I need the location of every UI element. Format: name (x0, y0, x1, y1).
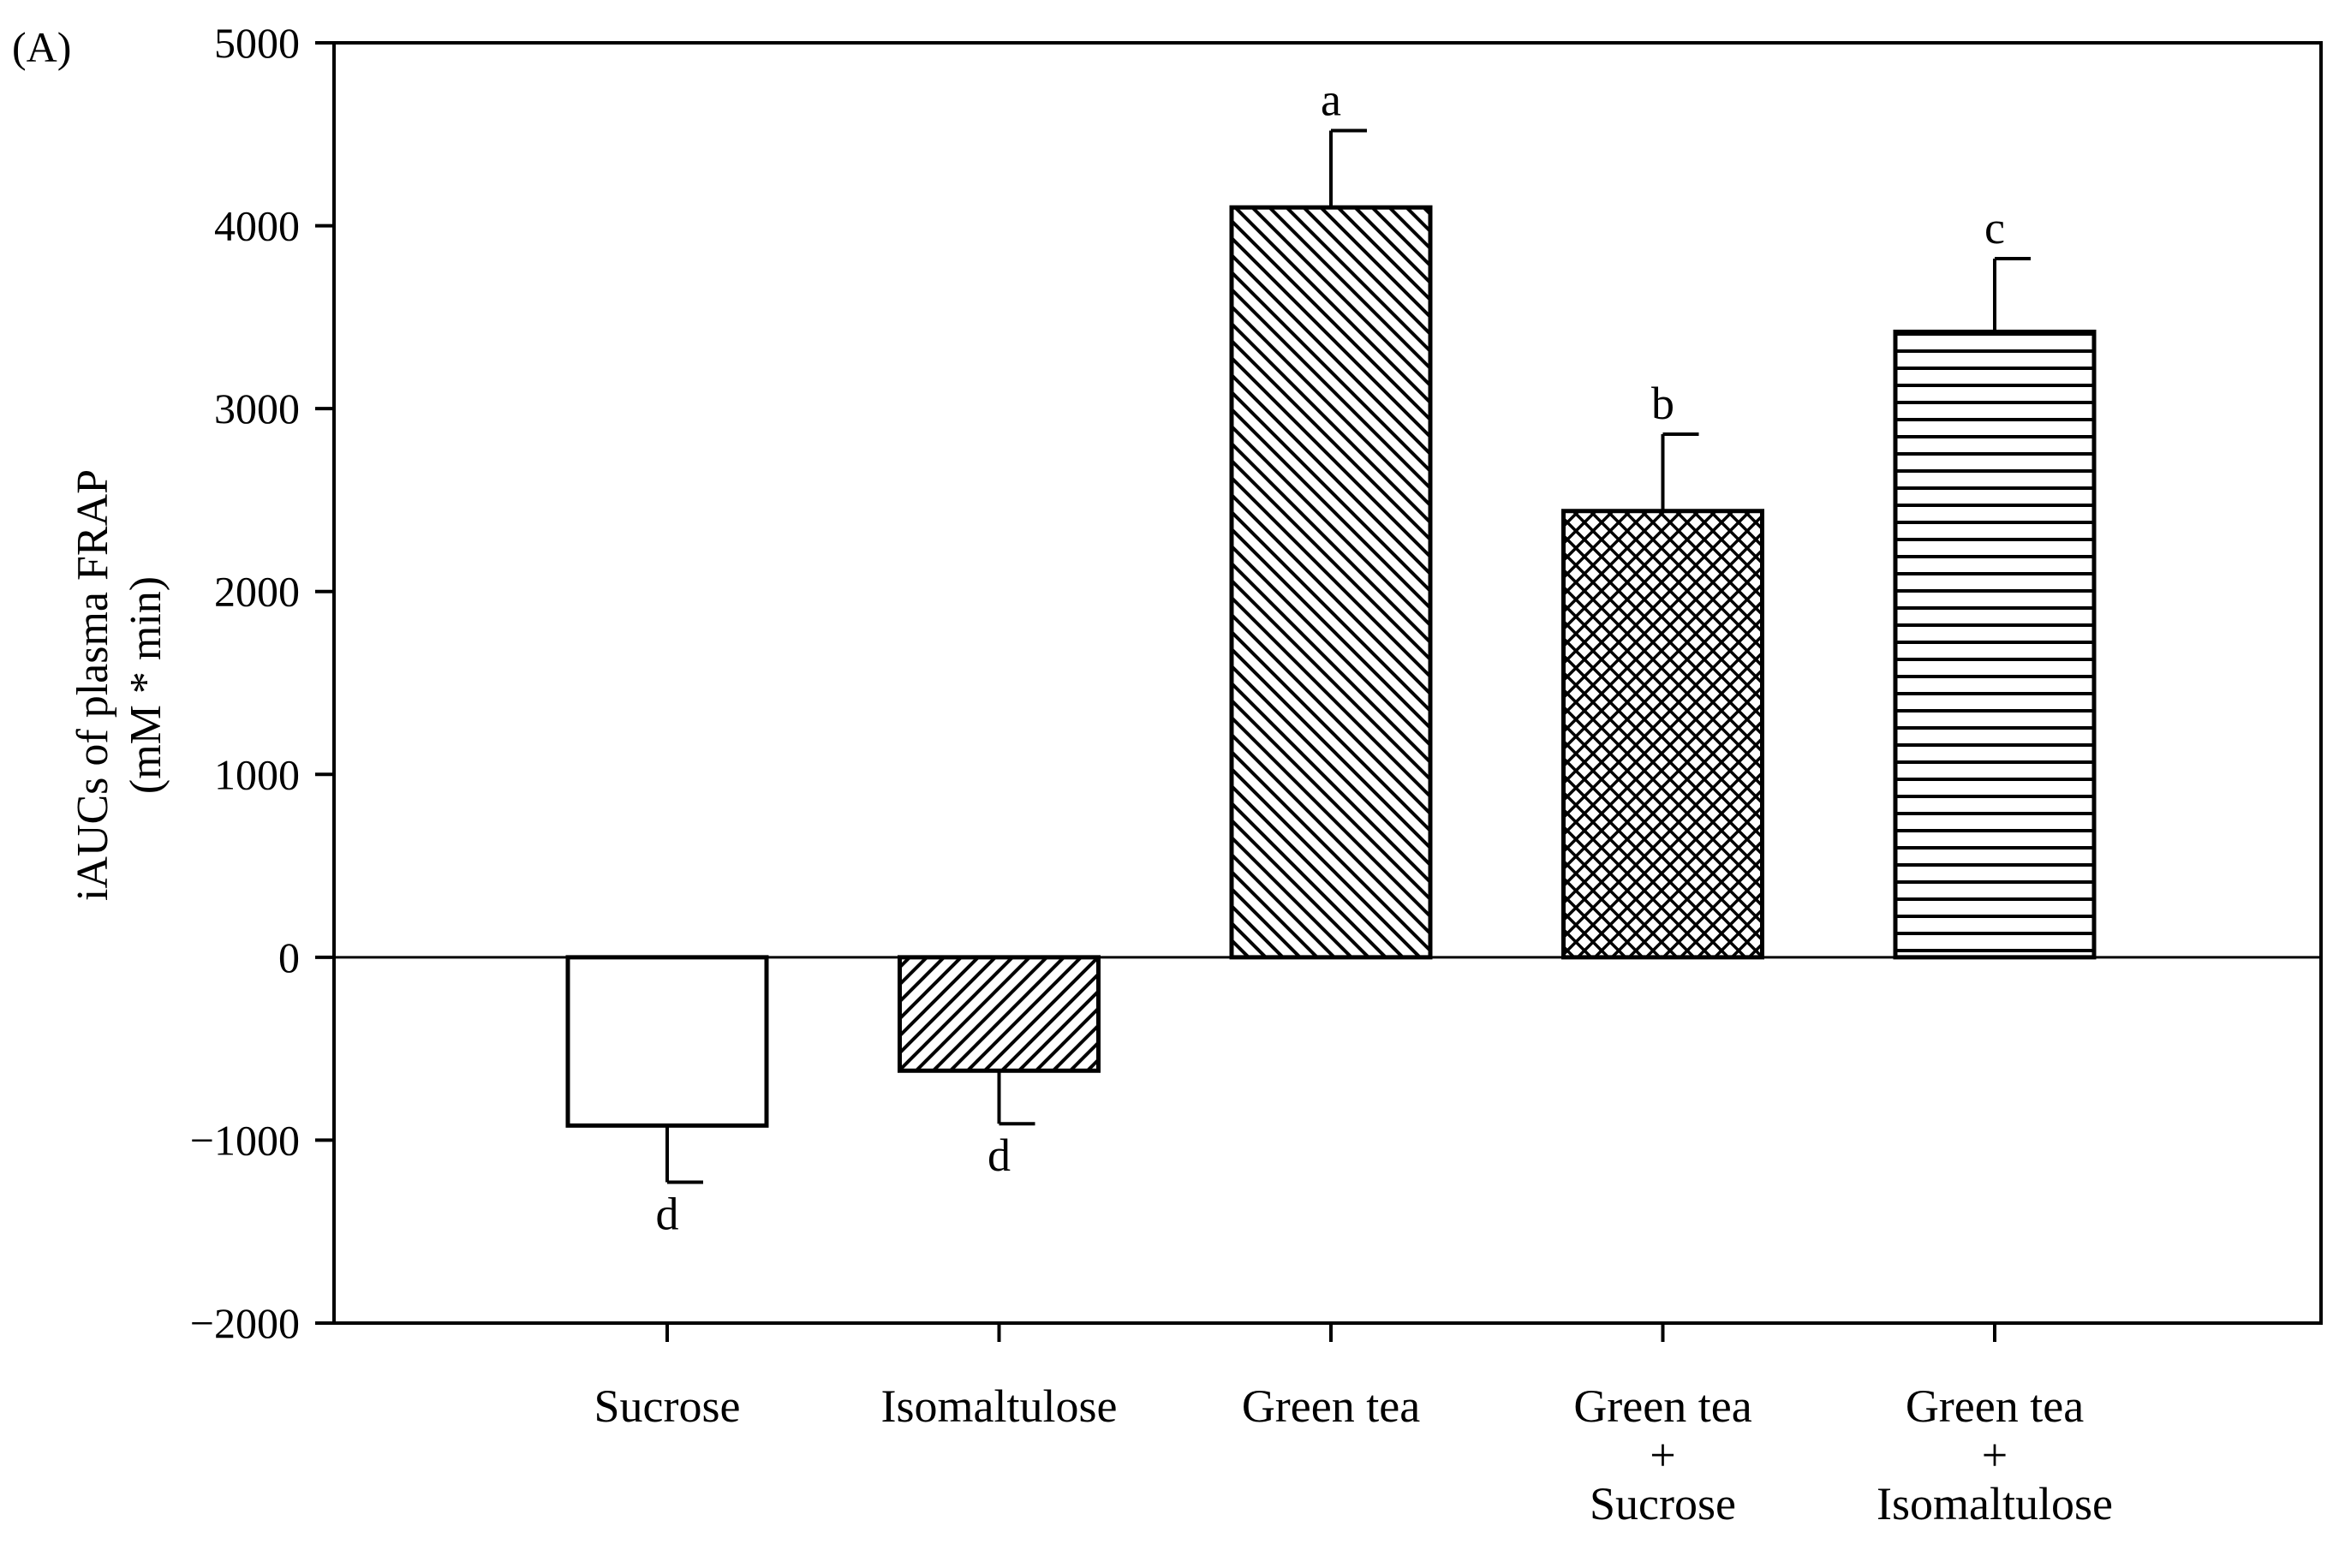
y-axis-title-line2: (mM * min) (122, 576, 170, 794)
x-category-label: + (1982, 1429, 2008, 1481)
bar (565, 955, 769, 1128)
y-axis: −2000 −1000 0 1000 2000 3000 4000 5000 (190, 19, 1996, 1347)
bar (1893, 329, 2097, 960)
bar (1229, 205, 1433, 960)
significance-letter: d (656, 1189, 679, 1240)
significance-letters: d d a b c (656, 75, 2005, 1240)
y-tick-label: −1000 (190, 1116, 300, 1164)
y-tick-label: 4000 (214, 202, 300, 250)
x-category-label: Green tea (1906, 1380, 2084, 1432)
y-tick-label: −2000 (190, 1299, 300, 1347)
y-tick-label: 2000 (214, 568, 300, 616)
x-category-label: Sucrose (1590, 1478, 1736, 1529)
x-category-label: Isomaltulose (881, 1380, 1118, 1432)
y-axis-title-line1: iAUCs of plasma FRAP (69, 469, 117, 901)
y-tick-label: 3000 (214, 385, 300, 432)
y-axis-title: iAUCs of plasma FRAP (mM * min) (69, 469, 170, 901)
y-tick-label: 1000 (214, 750, 300, 798)
bar (898, 955, 1101, 1073)
bar (1561, 509, 1764, 960)
plot-frame (332, 41, 2323, 1325)
x-category-label: Green tea (1242, 1380, 1420, 1432)
panel-label: (A) (12, 23, 71, 71)
significance-letter: b (1651, 378, 1674, 429)
bars (565, 205, 2097, 1128)
significance-letter: c (1984, 202, 2005, 253)
x-category-label: Green tea (1573, 1380, 1751, 1432)
y-tick-label: 5000 (214, 19, 300, 67)
x-category-label: Sucrose (594, 1380, 741, 1432)
error-bars (665, 128, 2031, 1184)
x-axis-labels: Sucrose Isomaltulose Green tea Green tea+Su… (594, 1380, 2113, 1529)
y-tick-label: 0 (278, 933, 300, 981)
significance-letter: d (988, 1130, 1011, 1181)
x-category-label: + (1650, 1429, 1675, 1481)
significance-letter: a (1321, 75, 1341, 126)
x-category-label: Isomaltulose (1877, 1478, 2113, 1529)
